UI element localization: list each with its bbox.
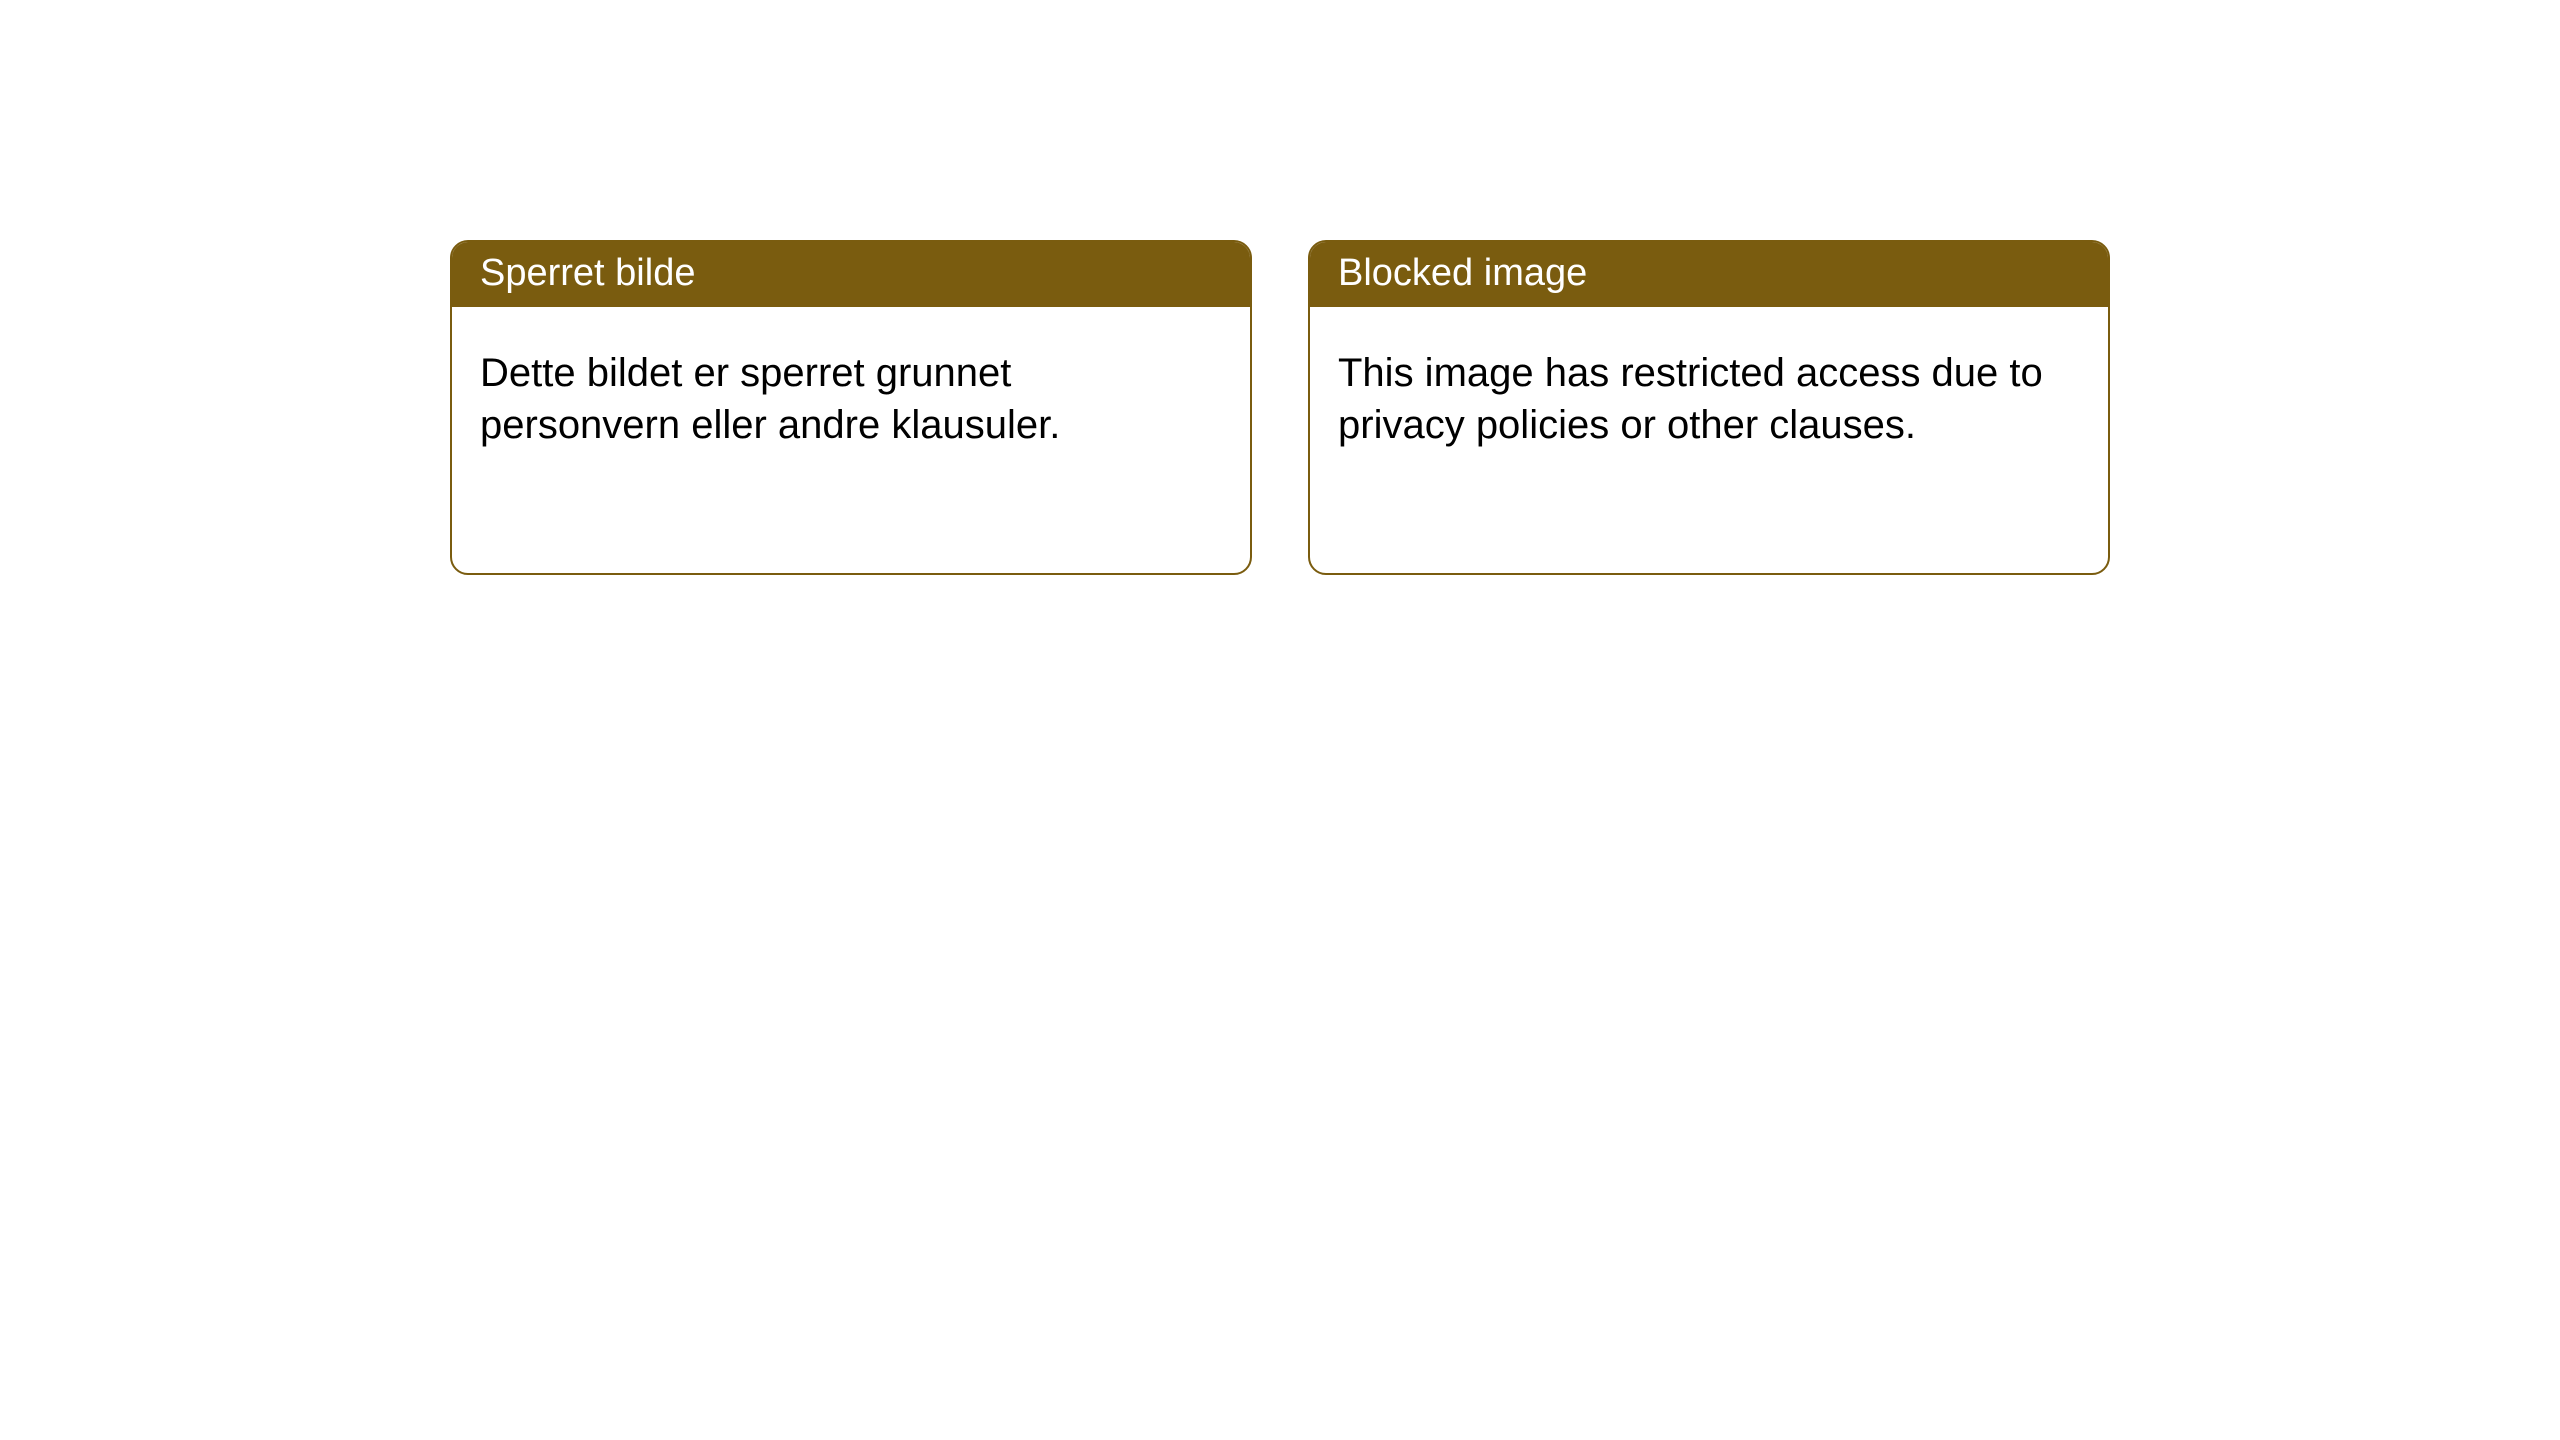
notice-body-english: This image has restricted access due to … — [1310, 307, 2108, 479]
notice-body-norwegian: Dette bildet er sperret grunnet personve… — [452, 307, 1250, 479]
notice-card-norwegian: Sperret bilde Dette bildet er sperret gr… — [450, 240, 1252, 575]
notice-card-english: Blocked image This image has restricted … — [1308, 240, 2110, 575]
notice-title-english: Blocked image — [1310, 242, 2108, 307]
notice-title-norwegian: Sperret bilde — [452, 242, 1250, 307]
notice-container: Sperret bilde Dette bildet er sperret gr… — [450, 240, 2110, 575]
